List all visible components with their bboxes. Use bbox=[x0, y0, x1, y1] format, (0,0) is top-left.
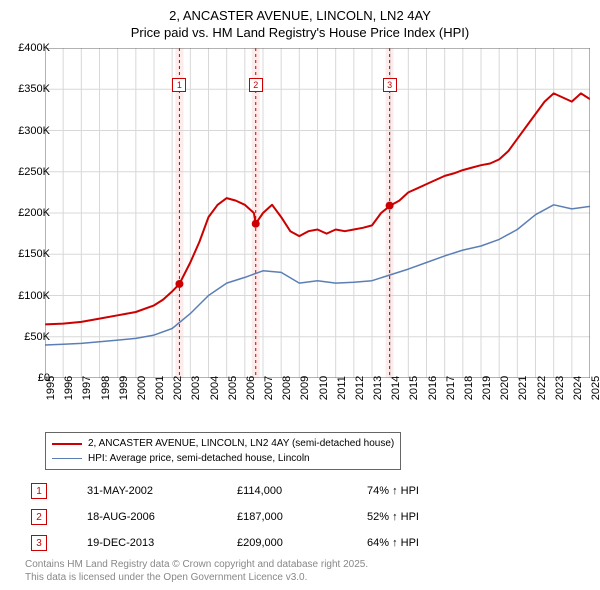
footer-line1: Contains HM Land Registry data © Crown c… bbox=[25, 558, 368, 571]
x-tick-label: 2023 bbox=[554, 376, 566, 400]
x-tick-label: 2004 bbox=[209, 376, 221, 400]
marker-row-2: 2 18-AUG-2006 £187,000 52% ↑ HPI bbox=[25, 504, 467, 530]
x-tick-label: 2002 bbox=[172, 376, 184, 400]
marker-pct-2: 52% ↑ HPI bbox=[367, 511, 467, 523]
legend-label-property: 2, ANCASTER AVENUE, LINCOLN, LN2 4AY (se… bbox=[88, 436, 394, 451]
x-tick-label: 2024 bbox=[572, 376, 584, 400]
x-tick-label: 2021 bbox=[517, 376, 529, 400]
y-tick-label: £150K bbox=[18, 248, 50, 260]
x-tick-label: 2000 bbox=[136, 376, 148, 400]
x-tick-label: 2005 bbox=[227, 376, 239, 400]
chart-title-line1: 2, ANCASTER AVENUE, LINCOLN, LN2 4AY bbox=[0, 0, 600, 25]
x-tick-label: 2014 bbox=[390, 376, 402, 400]
marker-price-2: £187,000 bbox=[237, 511, 367, 523]
x-tick-label: 2001 bbox=[154, 376, 166, 400]
marker-date-3: 19-DEC-2013 bbox=[87, 537, 237, 549]
x-tick-label: 2009 bbox=[299, 376, 311, 400]
legend: 2, ANCASTER AVENUE, LINCOLN, LN2 4AY (se… bbox=[45, 432, 401, 470]
y-tick-label: £50K bbox=[24, 331, 50, 343]
x-tick-label: 2010 bbox=[318, 376, 330, 400]
x-tick-label: 1995 bbox=[45, 376, 57, 400]
footer-line2: This data is licensed under the Open Gov… bbox=[25, 571, 368, 584]
x-tick-label: 2013 bbox=[372, 376, 384, 400]
chart-container: 2, ANCASTER AVENUE, LINCOLN, LN2 4AY Pri… bbox=[0, 0, 600, 590]
marker-pct-3: 64% ↑ HPI bbox=[367, 537, 467, 549]
legend-item-hpi: HPI: Average price, semi-detached house,… bbox=[52, 451, 394, 466]
marker-badge-2: 2 bbox=[31, 509, 47, 525]
y-tick-label: £350K bbox=[18, 83, 50, 95]
x-tick-label: 2025 bbox=[590, 376, 600, 400]
x-tick-label: 2017 bbox=[445, 376, 457, 400]
chart-svg bbox=[45, 48, 590, 378]
x-tick-label: 2022 bbox=[536, 376, 548, 400]
x-tick-label: 2016 bbox=[427, 376, 439, 400]
y-tick-label: £250K bbox=[18, 166, 50, 178]
x-tick-label: 2015 bbox=[408, 376, 420, 400]
x-tick-label: 2020 bbox=[499, 376, 511, 400]
x-tick-label: 2019 bbox=[481, 376, 493, 400]
chart-marker-badge-2: 2 bbox=[249, 78, 263, 92]
x-tick-label: 1998 bbox=[100, 376, 112, 400]
chart-marker-badge-1: 1 bbox=[172, 78, 186, 92]
chart-title-line2: Price paid vs. HM Land Registry's House … bbox=[0, 25, 600, 40]
marker-price-3: £209,000 bbox=[237, 537, 367, 549]
x-tick-label: 2006 bbox=[245, 376, 257, 400]
marker-row-3: 3 19-DEC-2013 £209,000 64% ↑ HPI bbox=[25, 530, 467, 556]
x-tick-label: 1999 bbox=[118, 376, 130, 400]
marker-table: 1 31-MAY-2002 £114,000 74% ↑ HPI 2 18-AU… bbox=[25, 478, 467, 556]
marker-price-1: £114,000 bbox=[237, 485, 367, 497]
y-tick-label: £400K bbox=[18, 42, 50, 54]
x-tick-label: 2003 bbox=[190, 376, 202, 400]
x-tick-label: 2018 bbox=[463, 376, 475, 400]
chart-marker-badge-3: 3 bbox=[383, 78, 397, 92]
x-tick-label: 2007 bbox=[263, 376, 275, 400]
marker-pct-1: 74% ↑ HPI bbox=[367, 485, 467, 497]
marker-badge-3: 3 bbox=[31, 535, 47, 551]
legend-swatch-property bbox=[52, 443, 82, 445]
x-tick-label: 2012 bbox=[354, 376, 366, 400]
marker-date-1: 31-MAY-2002 bbox=[87, 485, 237, 497]
y-tick-label: £200K bbox=[18, 207, 50, 219]
chart-plot-area bbox=[45, 48, 590, 378]
x-tick-label: 2008 bbox=[281, 376, 293, 400]
legend-item-property: 2, ANCASTER AVENUE, LINCOLN, LN2 4AY (se… bbox=[52, 436, 394, 451]
legend-swatch-hpi bbox=[52, 458, 82, 459]
x-tick-label: 1997 bbox=[81, 376, 93, 400]
x-tick-label: 2011 bbox=[336, 376, 348, 400]
y-tick-label: £300K bbox=[18, 125, 50, 137]
legend-label-hpi: HPI: Average price, semi-detached house,… bbox=[88, 451, 310, 466]
marker-date-2: 18-AUG-2006 bbox=[87, 511, 237, 523]
marker-badge-1: 1 bbox=[31, 483, 47, 499]
y-tick-label: £100K bbox=[18, 290, 50, 302]
footer-attribution: Contains HM Land Registry data © Crown c… bbox=[25, 558, 368, 584]
marker-row-1: 1 31-MAY-2002 £114,000 74% ↑ HPI bbox=[25, 478, 467, 504]
x-tick-label: 1996 bbox=[63, 376, 75, 400]
